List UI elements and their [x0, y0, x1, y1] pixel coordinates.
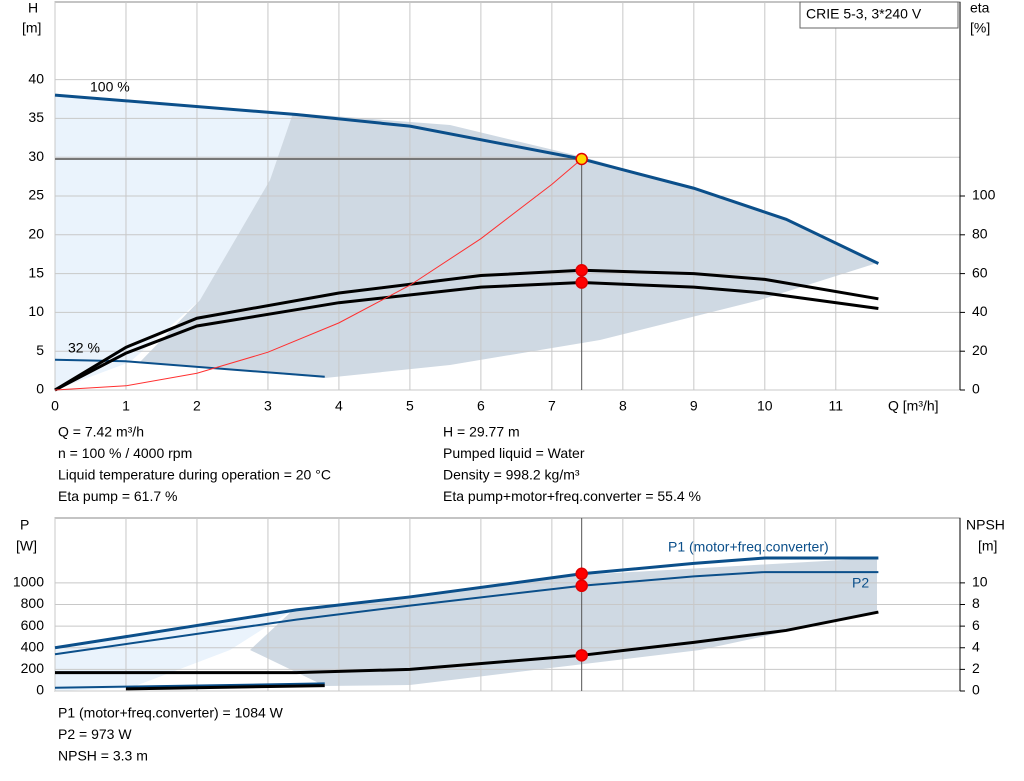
- y2-tick-label: 6: [972, 617, 980, 633]
- x-tick-label: 1: [122, 398, 130, 414]
- y2-axis-unit: [%]: [970, 20, 990, 36]
- low-speed-area: [55, 610, 293, 691]
- info-line: Liquid temperature during operation = 20…: [58, 467, 331, 483]
- duty-point: [575, 649, 588, 662]
- curve: [54, 158, 582, 391]
- duty-point: [575, 276, 588, 289]
- info-line: Eta pump = 61.7 %: [58, 488, 177, 504]
- duty-point: [575, 152, 588, 166]
- duty-point: [575, 579, 588, 593]
- series-label: 32 %: [68, 340, 100, 356]
- curve: [54, 268, 879, 392]
- y-tick-label: 0: [36, 682, 44, 698]
- low-speed-area: [55, 95, 293, 390]
- x-tick-label: 7: [548, 398, 556, 414]
- pump-title: CRIE 5-3, 3*240 V: [806, 6, 922, 22]
- series-label: P2: [852, 575, 869, 591]
- info-line: n = 100 % / 4000 rpm: [58, 445, 192, 461]
- series-label: 100 %: [90, 79, 130, 95]
- x-tick-label: 4: [335, 398, 343, 414]
- series-label: P1 (motor+freq.converter): [668, 539, 829, 555]
- y2-axis-label: eta: [970, 0, 990, 16]
- y-tick-label: 200: [21, 660, 45, 676]
- y-tick-label: 30: [28, 148, 44, 164]
- info-line: NPSH = 3.3 m: [58, 748, 148, 764]
- info-line: Density = 998.2 kg/m³: [443, 467, 580, 483]
- y-tick-label: 800: [21, 595, 45, 611]
- x-tick-label: 5: [406, 398, 414, 414]
- y2-tick-label: 0: [972, 682, 980, 698]
- info-line: H = 29.77 m: [443, 424, 520, 440]
- y2-axis-unit: [m]: [978, 538, 997, 554]
- x-tick-label: 6: [477, 398, 485, 414]
- info-line: Eta pump+motor+freq.converter = 55.4 %: [443, 488, 701, 504]
- y-tick-label: 600: [21, 617, 45, 633]
- y2-tick-label: 80: [972, 226, 988, 242]
- y-tick-label: 0: [36, 381, 44, 397]
- curve: [54, 682, 325, 689]
- y-axis-unit: [W]: [16, 538, 37, 554]
- y2-tick-label: 8: [972, 595, 980, 611]
- y2-tick-label: 0: [972, 381, 980, 397]
- x-tick-label: 0: [51, 398, 59, 414]
- operating-area: [250, 558, 877, 686]
- info-line: P2 = 973 W: [58, 726, 132, 742]
- y-tick-label: 5: [36, 342, 44, 358]
- y-tick-label: 35: [28, 109, 44, 125]
- y2-tick-label: 60: [972, 264, 988, 280]
- y-tick-label: 40: [28, 70, 44, 86]
- x-tick-label: 10: [757, 398, 773, 414]
- y-tick-label: 15: [28, 264, 44, 280]
- curve: [125, 684, 325, 691]
- duty-point: [575, 567, 588, 581]
- x-axis-label: Q [m³/h]: [888, 398, 939, 414]
- curve: [54, 358, 325, 378]
- x-tick-label: 9: [690, 398, 698, 414]
- duty-point: [575, 264, 588, 277]
- y-tick-label: 1000: [13, 574, 44, 590]
- y2-tick-label: 2: [972, 660, 980, 676]
- y2-tick-label: 20: [972, 342, 988, 358]
- y2-tick-label: 40: [972, 303, 988, 319]
- y-axis-unit: [m]: [22, 20, 41, 36]
- pump-label-box: [799, 1, 959, 29]
- y2-axis-label: NPSH: [966, 517, 1005, 533]
- y-axis-label: H: [28, 0, 38, 16]
- x-tick-label: 2: [193, 398, 201, 414]
- x-tick-label: 11: [829, 398, 844, 414]
- x-tick-label: 3: [264, 398, 272, 414]
- operating-area: [140, 113, 877, 378]
- y2-tick-label: 100: [972, 187, 996, 203]
- info-line: Q = 7.42 m³/h: [58, 424, 144, 440]
- y-tick-label: 10: [28, 303, 44, 319]
- info-line: Pumped liquid = Water: [443, 445, 585, 461]
- x-tick-label: 8: [619, 398, 627, 414]
- y2-tick-label: 10: [972, 574, 988, 590]
- y-tick-label: 25: [28, 187, 44, 203]
- info-line: P1 (motor+freq.converter) = 1084 W: [58, 705, 284, 721]
- y2-tick-label: 4: [972, 638, 980, 654]
- curve: [54, 281, 879, 392]
- y-axis-label: P: [20, 517, 29, 533]
- y-tick-label: 20: [28, 226, 44, 242]
- y-tick-label: 400: [21, 638, 45, 654]
